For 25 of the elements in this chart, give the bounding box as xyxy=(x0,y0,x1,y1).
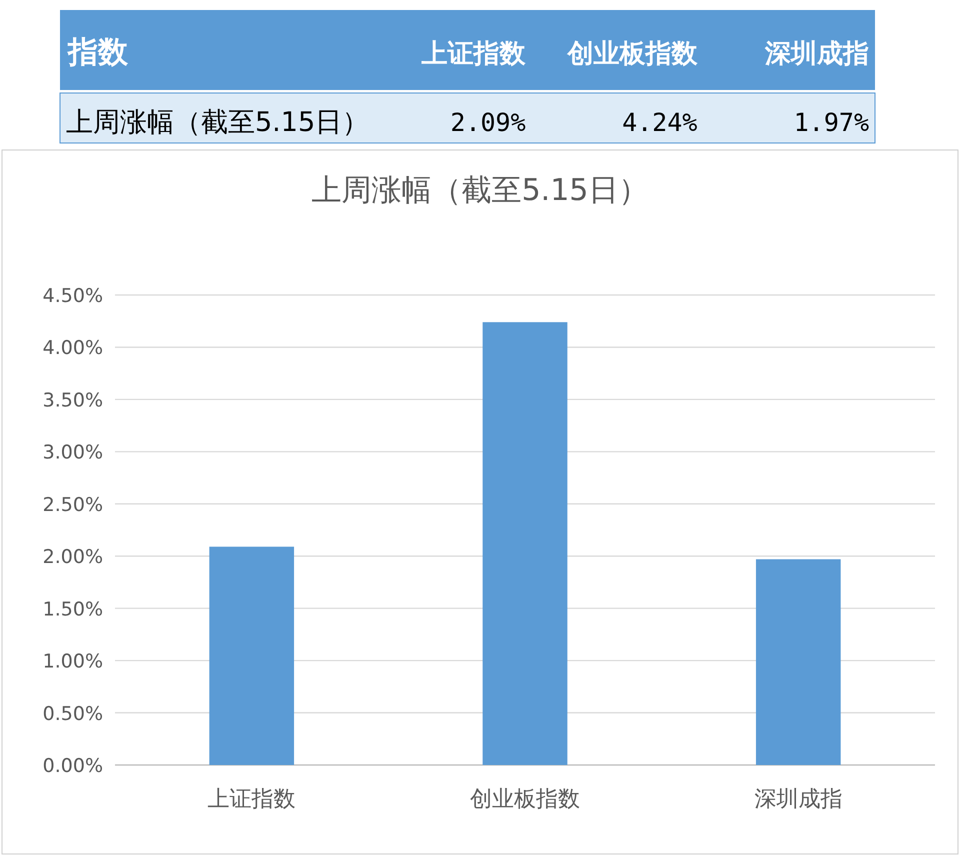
bar xyxy=(482,322,568,765)
y-tick-label: 0.50% xyxy=(42,702,103,725)
x-tick-label: 深圳成指 xyxy=(754,787,842,812)
y-tick-label: 0.00% xyxy=(42,755,103,777)
y-tick-label: 3.00% xyxy=(42,442,103,464)
y-tick-label: 2.50% xyxy=(42,494,103,516)
y-tick-label: 1.00% xyxy=(42,650,103,673)
x-tick-label: 上证指数 xyxy=(208,787,296,812)
y-tick-label: 3.50% xyxy=(42,389,103,412)
bar xyxy=(209,546,294,765)
text: 1.97% xyxy=(794,108,869,137)
text: 4.24% xyxy=(622,108,698,137)
y-tick-label: 1.50% xyxy=(42,598,103,620)
category-label: 深圳成指 xyxy=(765,39,869,69)
x-tick-label: 创业板指数 xyxy=(470,787,580,812)
text: 2.09% xyxy=(450,108,526,137)
bar xyxy=(756,559,841,765)
y-tick-label: 4.00% xyxy=(42,337,103,360)
chart-title: 上周涨幅（截至5.15日） xyxy=(312,173,648,208)
category-label: 上证指数 xyxy=(422,39,526,69)
y-tick-label: 4.50% xyxy=(42,285,103,307)
y-tick-label: 2.00% xyxy=(42,546,103,568)
text: 指数 xyxy=(67,35,129,70)
category-label: 创业板指数 xyxy=(567,39,698,69)
chart-title: 上周涨幅（截至5.15日） xyxy=(66,107,370,138)
